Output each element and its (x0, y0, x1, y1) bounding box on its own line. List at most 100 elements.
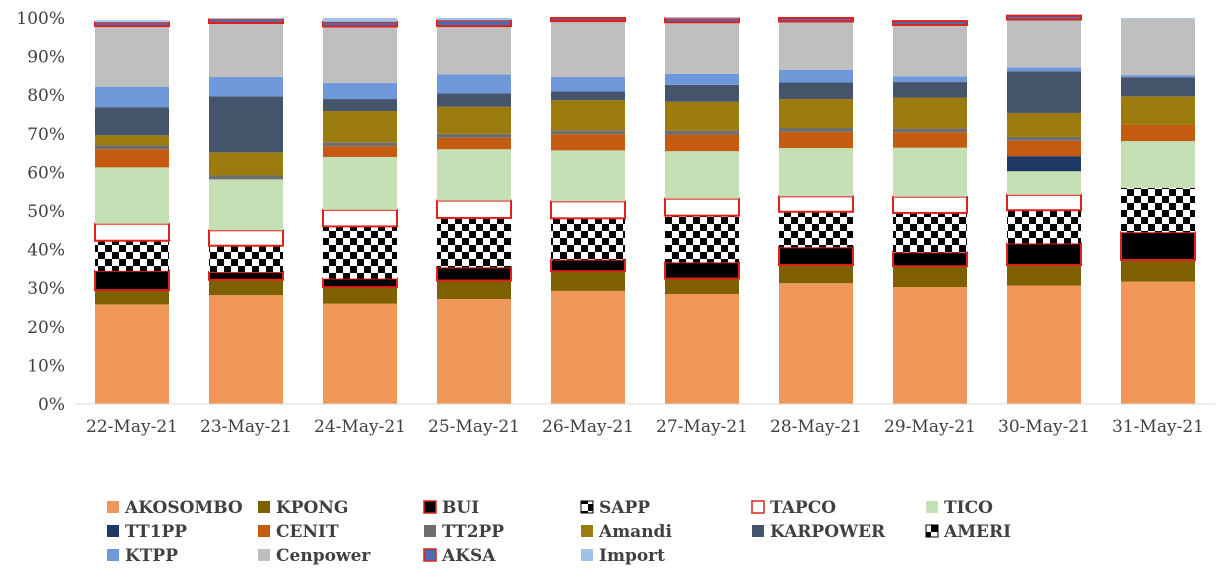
legend-item-ktpp: KTPP (107, 546, 178, 566)
bar-segment-tt2pp (323, 142, 397, 147)
bar-segment-tapco (94, 222, 170, 242)
bar-segment-tico (323, 156, 397, 210)
legend-label: AKOSOMBO (124, 498, 243, 518)
legend-item-aksa: AKSA (423, 546, 496, 566)
bar-segment-bui (436, 266, 512, 282)
bar-group-31-may-21 (1120, 18, 1196, 404)
bar-segment-bui (322, 277, 398, 289)
bar-segment-tt2pp (1007, 136, 1081, 141)
bar-segment-amandi (323, 111, 397, 143)
bar-segment-aksa (1006, 14, 1082, 21)
bar-segment-tapco (778, 195, 854, 213)
bar-segment-kpong (551, 271, 625, 291)
legend-swatch (752, 525, 764, 537)
legend-item-amandi: Amandi (581, 522, 672, 542)
bar-segment-tapco (664, 197, 740, 217)
bar-segment-karpower (437, 93, 511, 107)
bar-segment-cenpower (1121, 18, 1195, 76)
bar-segment-import (1121, 18, 1195, 19)
legend-label: BUI (442, 498, 479, 518)
legend-swatch (107, 525, 119, 537)
bar-segment-tico (209, 179, 283, 231)
bar-segment-ktpp (893, 76, 967, 83)
bar-segment-tico (437, 149, 511, 201)
bar-segment-tt2pp (95, 145, 169, 150)
bar-segment-aksa (94, 21, 170, 28)
y-tick-label: 20% (27, 318, 65, 338)
x-tick-label: 28-May-21 (770, 417, 862, 437)
bar-segment-amandi (665, 101, 739, 131)
legend-item-tt2pp: TT2PP (424, 522, 504, 542)
bar-segment-cenit (95, 149, 169, 168)
x-tick-label: 30-May-21 (998, 417, 1090, 437)
bar-segment-tapco (892, 195, 968, 214)
y-tick-label: 10% (27, 356, 65, 376)
legend-item-sapp: SAPP (580, 498, 650, 518)
bar-segment-tapco (436, 199, 512, 219)
bar-segment-cenit (1007, 140, 1081, 157)
legend-label: AKSA (441, 546, 496, 566)
bar-segment-karpower (551, 91, 625, 101)
bar-segment-ktpp (95, 86, 169, 108)
bar-segment-karpower (323, 99, 397, 112)
legend-swatch (581, 549, 593, 561)
bar-segment-tico (665, 151, 739, 199)
y-tick-label: 90% (27, 48, 65, 68)
bar-group-29-may-21 (892, 20, 968, 404)
bar-segment-bui (208, 270, 284, 281)
bar-segment-cenit (323, 146, 397, 157)
bar-segment-tt2pp (893, 128, 967, 133)
bar-segment-cenit (437, 137, 511, 150)
bar-segment-cenit (551, 134, 625, 151)
bar-segment-tico (893, 147, 967, 197)
y-tick-label: 60% (27, 163, 65, 183)
bar-segment-kpong (323, 287, 397, 304)
bar-segment-sapp (1121, 187, 1195, 233)
bar-segment-sapp (95, 240, 169, 271)
bar-segment-kpong (1121, 260, 1195, 282)
x-tick-label: 26-May-21 (542, 417, 634, 437)
bar-segment-ktpp (437, 74, 511, 94)
y-tick-label: 80% (27, 86, 65, 106)
legend-label: TT2PP (442, 522, 504, 542)
bar-segment-cenpower (323, 26, 397, 83)
bar-segment-bui (550, 258, 626, 273)
bar-segment-amandi (1007, 112, 1081, 137)
legend-swatch (423, 500, 437, 514)
legend-item-cenpower: Cenpower (258, 546, 371, 566)
bar-segment-cenpower (95, 26, 169, 87)
bar-group-26-may-21 (550, 17, 626, 404)
bar-segment-import (437, 18, 511, 21)
bar-segment-kpong (95, 290, 169, 305)
bar-segment-tapco (550, 200, 626, 220)
legend-swatch (107, 549, 119, 561)
bar-segment-tapco (208, 229, 284, 247)
x-tick-label: 24-May-21 (314, 417, 406, 437)
bar-segment-sapp (323, 226, 397, 279)
legend-item-ameri: AMERI (925, 522, 1011, 542)
legend-swatch (926, 501, 938, 513)
bar-segment-ktpp (665, 73, 739, 85)
legend: AKOSOMBO KPONG BUI SAPP TAPCO TICO TT1PP CENIT T… (107, 498, 1011, 566)
legend-swatch (423, 548, 437, 562)
bar-segment-import (665, 17, 739, 19)
bar-group-30-may-21 (1006, 14, 1082, 404)
bar-segment-cenpower (209, 23, 283, 78)
bar-segment-cenpower (893, 24, 967, 77)
bar-segment-amandi (893, 97, 967, 129)
bar-group-22-may-21 (94, 20, 170, 404)
bar-segment-karpower (779, 82, 853, 100)
bar-segment-tt1pp (1007, 156, 1081, 172)
bar-segment-cenpower (551, 21, 625, 78)
bar-segment-cenit (779, 131, 853, 149)
legend-item-cenit: CENIT (258, 522, 339, 542)
bar-segment-cenpower (437, 26, 511, 75)
legend-label: AMERI (943, 522, 1011, 542)
bar-segment-bui (778, 246, 854, 267)
bar-group-27-may-21 (664, 17, 740, 404)
bar-segment-akosombo (779, 283, 853, 404)
legend-label: KPONG (276, 498, 348, 518)
bar-segment-sapp (551, 218, 625, 260)
bar-segment-tt2pp (209, 175, 283, 180)
legend-item-tt1pp: TT1PP (107, 522, 187, 542)
